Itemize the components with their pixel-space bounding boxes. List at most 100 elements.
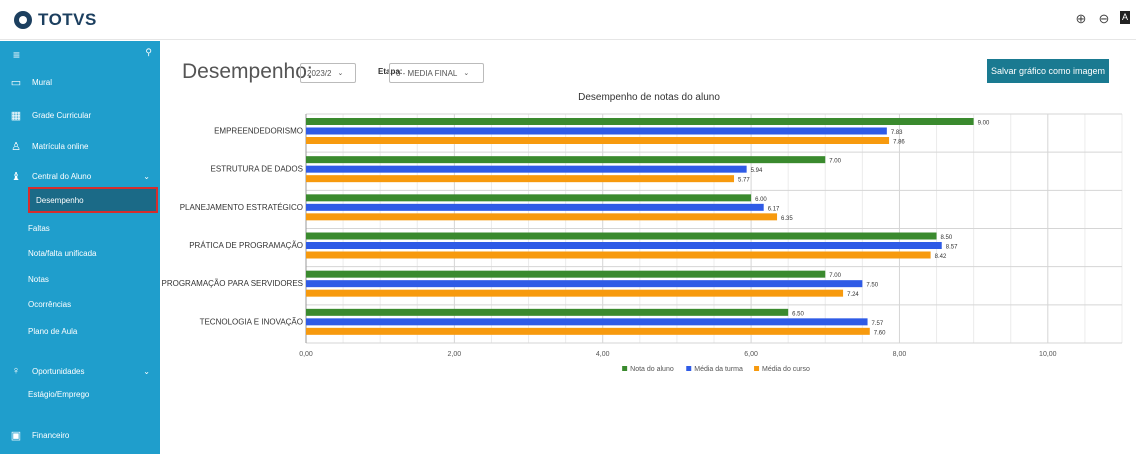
legend-label[interactable]: Média da turma — [694, 366, 743, 373]
sidebar-subitem-desempenho[interactable]: Desempenho — [28, 187, 158, 213]
category-label: TECNOLOGIA E INOVAÇÃO — [200, 317, 303, 326]
monitor-icon: ▭ — [10, 76, 22, 89]
pin-icon[interactable]: ⚲ — [145, 47, 152, 57]
zoom-in-icon[interactable]: ⊕ — [1075, 11, 1087, 26]
bar-value-label: 7.24 — [847, 292, 859, 298]
category-label: PROGRAMAÇÃO PARA SERVIDORES — [161, 279, 303, 288]
bar-value-label: 7.86 — [893, 140, 905, 146]
sidebar-subitem-label: Nota/falta unificada — [28, 248, 97, 258]
category-label: EMPREENDEDORISMO — [214, 127, 303, 136]
etapa-value: 0 - MEDIA FINAL — [396, 68, 458, 78]
bar — [306, 289, 844, 297]
chart-grid — [305, 113, 1123, 344]
bar — [306, 156, 826, 164]
sidebar-item-mural[interactable]: ▭ Mural — [0, 71, 160, 93]
bar-value-label: 8.57 — [946, 245, 958, 251]
x-tick-label: 4,00 — [596, 351, 610, 358]
bar — [306, 165, 747, 173]
sidebar-subitem-nota-falta-unificada[interactable]: Nota/falta unificada — [28, 242, 97, 264]
menu-icon[interactable]: ≡ — [13, 48, 21, 62]
main-content: Desempenho: 2023/2 ⌄ Etapa: 0 - MEDIA FI… — [160, 41, 1136, 454]
totvs-logo[interactable]: TOTVS — [14, 10, 97, 30]
category-label: ESTRUTURA DE DADOS — [211, 165, 303, 174]
sidebar-subitem-estagio-emprego[interactable]: Estágio/Emprego — [28, 383, 89, 405]
chevron-down-icon: ⌄ — [337, 70, 344, 77]
sidebar-item-central-do-aluno[interactable]: ♝ Central do Aluno ⌄ — [0, 165, 160, 187]
bar-value-label: 7.50 — [866, 283, 878, 289]
bar-value-label: 5.77 — [738, 178, 750, 184]
category-label: PLANEJAMENTO ESTRATÉGICO — [180, 203, 303, 212]
bar-value-label: 6.00 — [755, 197, 767, 203]
chart-x-ticks: 0,00 2,00 4,00 6,00 8,00 10,00 — [299, 351, 1056, 358]
chart-legend: Nota do aluno Média da turma Média do curs… — [622, 366, 810, 373]
legend-label[interactable]: Média do curso — [762, 366, 810, 373]
document-icon: ▣ — [10, 429, 22, 442]
bar-value-label: 9.00 — [978, 121, 990, 127]
bar — [306, 242, 942, 249]
sidebar-subitem-label: Plano de Aula — [28, 326, 78, 336]
sidebar-item-oportunidades[interactable]: ♀ Oportunidades ⌄ — [0, 360, 160, 382]
bar — [306, 118, 974, 125]
bar — [306, 232, 937, 240]
sidebar-item-label: Financeiro — [32, 430, 70, 440]
sidebar-subitem-label: Faltas — [28, 223, 50, 233]
sidebar-subitem-notas[interactable]: Notas — [28, 268, 49, 290]
legend-swatch — [686, 366, 692, 371]
chart-bars: 9.00 7.83 7.86 7.00 5.945.77 6.006.176.35 8.50… — [306, 118, 990, 336]
performance-chart: Desempenho de notas do aluno 9.00 7.83 7.8… — [161, 92, 1123, 373]
bar — [306, 203, 764, 211]
bar-value-label: 8.42 — [935, 254, 947, 260]
zoom-out-icon[interactable]: ⊖ — [1098, 11, 1110, 26]
sidebar-item-label: Matrícula online — [32, 141, 89, 151]
bar — [306, 127, 887, 135]
bar-value-label: 7.83 — [891, 130, 903, 136]
bar — [306, 270, 826, 278]
bar-value-label: 7.57 — [872, 321, 884, 327]
x-tick-label: 2,00 — [448, 351, 462, 358]
etapa-select[interactable]: 0 - MEDIA FINAL ⌄ — [389, 63, 484, 83]
legend-label[interactable]: Nota do aluno — [630, 366, 674, 373]
sidebar: ≡ ⚲ ▭ Mural ▦ Grade Curricular ♙ Matrícu… — [0, 41, 160, 454]
sidebar-item-matricula-online[interactable]: ♙ Matrícula online — [0, 135, 160, 157]
x-tick-label: 6,00 — [744, 351, 758, 358]
bar-value-label: 7.00 — [829, 273, 841, 279]
bulb-icon: ♀ — [11, 365, 21, 377]
bar-value-label: 6.50 — [792, 311, 804, 317]
bar — [306, 318, 868, 326]
x-tick-label: 8,00 — [893, 351, 907, 358]
bar-value-label: 7.60 — [874, 330, 886, 336]
bar-value-label: 5.94 — [751, 168, 763, 174]
bar-value-label: 6.17 — [768, 206, 780, 212]
sidebar-item-grade-curricular[interactable]: ▦ Grade Curricular — [0, 104, 160, 126]
legend-swatch — [754, 366, 760, 371]
sidebar-item-financeiro[interactable]: ▣ Financeiro — [0, 424, 160, 446]
logo-icon — [14, 11, 32, 29]
x-tick-label: 10,00 — [1039, 351, 1057, 358]
bar-value-label: 8.50 — [941, 235, 953, 241]
page-title: Desempenho: — [182, 60, 313, 83]
category-label: PRÁTICA DE PROGRAMAÇÃO — [189, 241, 303, 250]
bar — [306, 213, 778, 221]
chevron-down-icon: ⌄ — [143, 366, 150, 376]
legend-swatch — [622, 366, 628, 371]
chevron-down-icon: ⌄ — [463, 70, 470, 77]
bar — [306, 175, 735, 183]
bar — [306, 251, 931, 259]
brand-name: TOTVS — [38, 10, 97, 29]
sidebar-subitem-label: Estágio/Emprego — [28, 389, 90, 399]
sidebar-subitem-label: Ocorrências — [28, 299, 72, 309]
etapa-label: Etapa: — [378, 67, 403, 76]
sidebar-subitem-faltas[interactable]: Faltas — [28, 217, 50, 239]
top-bar: TOTVS ⊕ ⊖ A — [0, 0, 1136, 40]
chevron-down-icon: ⌄ — [143, 171, 150, 181]
period-value: 2023/2 — [307, 68, 332, 78]
grid-icon: ▦ — [10, 109, 22, 122]
chart-category-labels: EMPREENDEDORISMO ESTRUTURA DE DADOS PLANEJ… — [161, 127, 303, 327]
bar — [306, 280, 863, 288]
bar — [306, 137, 890, 144]
font-icon[interactable]: A — [1120, 11, 1130, 24]
sidebar-subitem-ocorrencias[interactable]: Ocorrências — [28, 293, 71, 315]
period-select[interactable]: 2023/2 ⌄ — [300, 63, 356, 83]
save-chart-button[interactable]: Salvar gráfico como imagem — [987, 59, 1109, 83]
sidebar-subitem-plano-de-aula[interactable]: Plano de Aula — [28, 320, 77, 342]
